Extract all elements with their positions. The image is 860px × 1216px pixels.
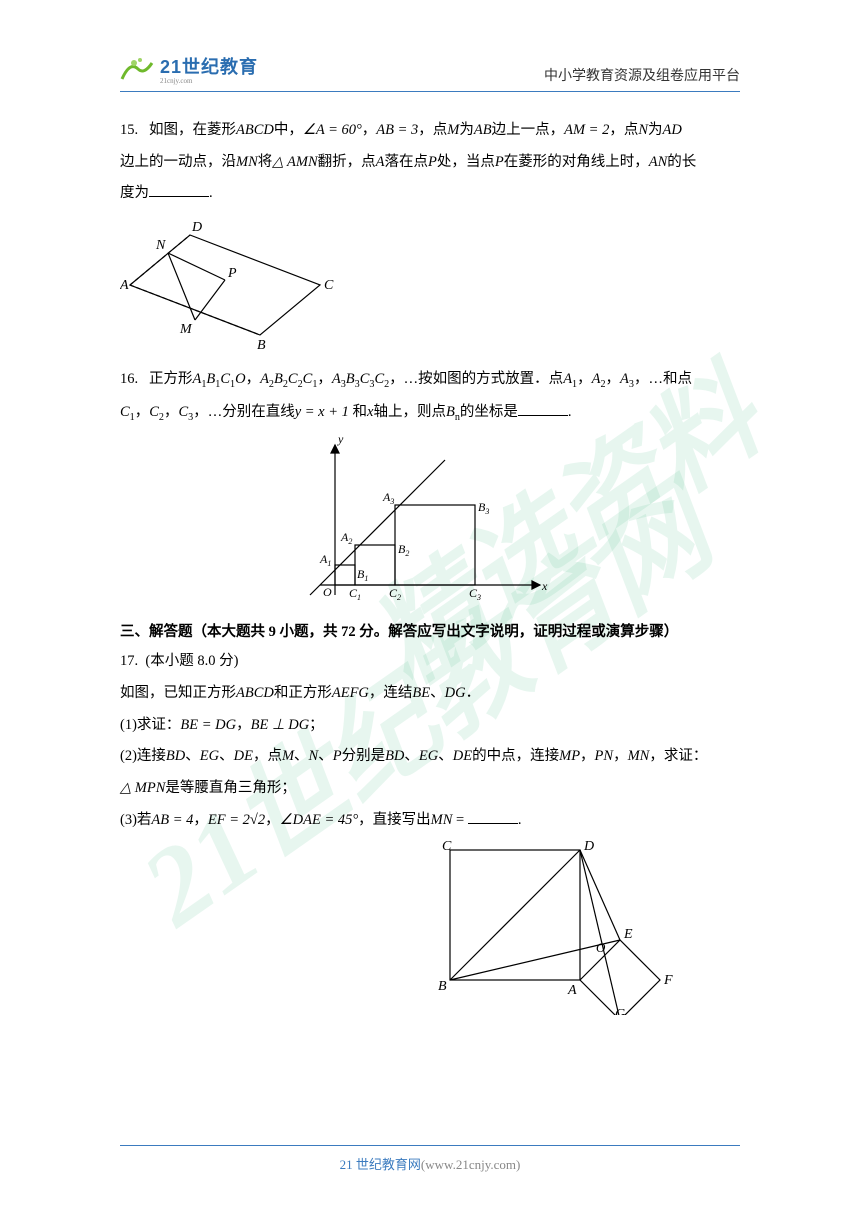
question-15: 15. 如图，在菱形ABCD中，∠A = 60°，AB = 3，点M为AB边上一… [120, 116, 740, 355]
svg-text:A: A [567, 983, 577, 998]
question-16: 16. 正方形A1B1C1O，A2B2C2C1，A3B3C3C2，…按如图的方式… [120, 365, 740, 599]
question-17: 17. (本小题 8.0 分) 如图，已知正方形ABCD和正方形AEFG，连结B… [120, 647, 740, 1014]
svg-text:A3: A3 [382, 490, 394, 506]
section-3-heading: 三、解答题（本大题共 9 小题，共 72 分。解答应写出文字说明，证明过程或演算… [120, 618, 740, 648]
svg-text:C: C [442, 840, 452, 854]
q15-num: 15. [120, 122, 138, 138]
svg-text:M: M [179, 322, 193, 337]
svg-text:C2: C2 [389, 586, 401, 600]
q16-figure: y x O A1 A2 A3 B1 B2 B3 C1 C2 C3 [290, 435, 740, 600]
q15-figure: A D C B N P M [120, 215, 740, 355]
svg-text:y: y [337, 435, 344, 446]
svg-text:O: O [323, 585, 332, 599]
svg-text:P: P [227, 266, 237, 281]
svg-text:B3: B3 [478, 500, 489, 516]
svg-text:D: D [583, 840, 594, 854]
logo-text-cn: 21世纪教育 [160, 53, 258, 79]
logo-icon [120, 55, 154, 83]
svg-text:C3: C3 [469, 586, 481, 600]
svg-text:E: E [623, 927, 633, 942]
logo: 21世纪教育 21cnjy.com [120, 53, 258, 85]
svg-text:G: G [615, 1007, 625, 1015]
svg-text:x: x [541, 579, 548, 593]
svg-text:D: D [191, 220, 202, 235]
q16-blank [518, 401, 568, 416]
page-content: 15. 如图，在菱形ABCD中，∠A = 60°，AB = 3，点M为AB边上一… [0, 92, 860, 1015]
page-header: 21世纪教育 21cnjy.com 中小学教育资源及组卷应用平台 [0, 0, 860, 85]
svg-text:C: C [324, 278, 334, 293]
svg-text:N: N [155, 238, 166, 253]
svg-text:F: F [663, 973, 673, 988]
svg-text:A: A [120, 278, 129, 293]
svg-text:A1: A1 [319, 552, 331, 568]
footer-text: 21 世纪教育网(www.21cnjy.com) [340, 1157, 521, 1172]
svg-text:A2: A2 [340, 530, 352, 546]
q17-num: 17. [120, 653, 138, 669]
svg-text:B: B [438, 979, 447, 994]
page-footer: 21 世纪教育网(www.21cnjy.com) [120, 1145, 740, 1174]
svg-text:O: O [596, 940, 606, 955]
header-platform: 中小学教育资源及组卷应用平台 [544, 65, 740, 85]
svg-text:C1: C1 [349, 586, 361, 600]
svg-text:B1: B1 [357, 567, 368, 583]
q16-num: 16. [120, 371, 138, 387]
svg-text:B2: B2 [398, 542, 409, 558]
q17-figure: O C D B A E F G [420, 840, 740, 1015]
q17-blank [468, 809, 518, 824]
q15-blank [149, 183, 209, 198]
svg-text:B: B [257, 338, 266, 353]
